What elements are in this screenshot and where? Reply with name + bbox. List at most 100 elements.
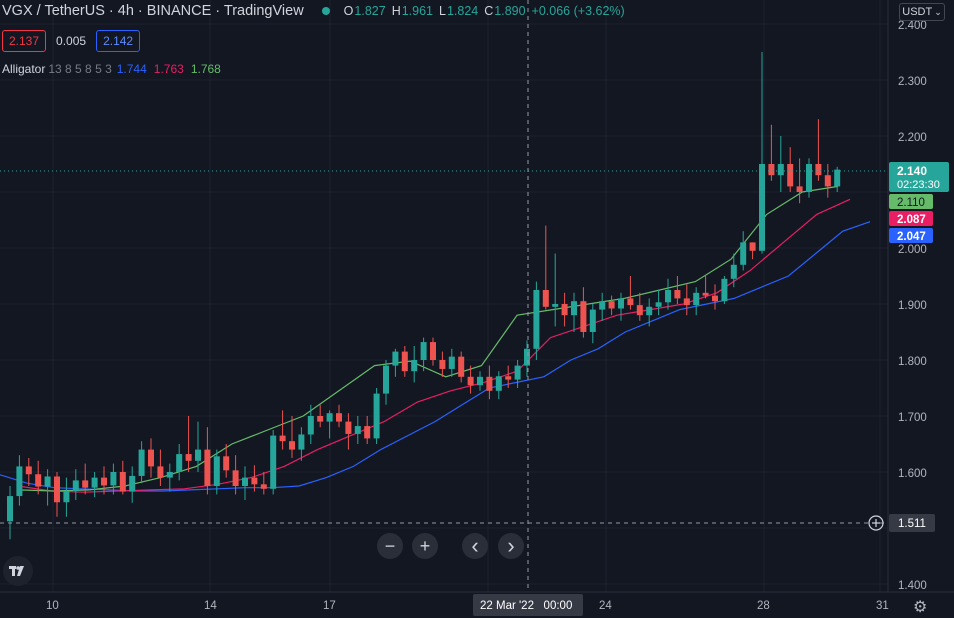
candle xyxy=(373,388,380,444)
candle xyxy=(298,427,305,461)
candle xyxy=(834,166,841,192)
candle-body xyxy=(636,305,643,316)
zoom-out-button[interactable]: − xyxy=(377,533,403,559)
buy-button[interactable]: 2.142 xyxy=(96,30,141,52)
close-key: C xyxy=(484,4,494,18)
candle xyxy=(383,360,389,405)
minus-icon: − xyxy=(384,535,396,556)
currency-dropdown[interactable]: USDT ⌄ xyxy=(899,3,945,21)
candle-body xyxy=(119,472,126,492)
candle-body xyxy=(289,441,295,450)
scroll-left-button[interactable]: ‹ xyxy=(462,533,488,559)
candle-body xyxy=(505,376,512,380)
candle xyxy=(185,416,192,472)
candle xyxy=(730,253,737,288)
indicator-name[interactable]: Alligator xyxy=(2,62,46,76)
candle-body xyxy=(815,164,822,176)
candle xyxy=(307,404,314,444)
candle xyxy=(505,365,512,388)
currency-label: USDT xyxy=(902,6,933,18)
plus-circle-icon xyxy=(868,515,884,531)
candle-body xyxy=(796,186,803,192)
candle-body xyxy=(571,301,577,316)
candle xyxy=(608,295,615,316)
teeth-value: 1.763 xyxy=(153,62,184,76)
gear-icon[interactable]: ⚙ xyxy=(913,599,928,616)
candle xyxy=(439,351,446,377)
price-tick: 2.300 xyxy=(898,76,927,88)
indicator-legend[interactable]: Alligator 13 8 5 8 5 3 1.744 1.763 1.768 xyxy=(2,62,221,76)
price-tick: 2.000 xyxy=(898,244,927,256)
candle xyxy=(740,231,747,271)
candle-body xyxy=(392,351,399,366)
candle-body xyxy=(279,435,286,442)
candle-body xyxy=(72,480,79,492)
candle xyxy=(242,466,248,500)
candle-body xyxy=(16,466,23,497)
zoom-in-button[interactable]: + xyxy=(412,533,438,559)
price-tick: 1.400 xyxy=(898,580,927,592)
last-price-label: 2.140 02:23:30 xyxy=(889,162,949,192)
jaw-value: 1.744 xyxy=(116,62,147,76)
candle-body xyxy=(712,295,718,302)
change-value: +0.066 (+3.62%) xyxy=(531,4,625,18)
candlesticks xyxy=(7,52,841,540)
candle-body xyxy=(683,298,690,306)
candle-body xyxy=(580,301,587,332)
candle-body xyxy=(364,426,371,439)
candle xyxy=(82,463,89,495)
candle-body xyxy=(439,360,446,369)
candle xyxy=(129,466,136,503)
candle xyxy=(721,276,728,304)
candle-body xyxy=(157,466,164,478)
candle-body xyxy=(824,175,831,187)
svg-text:22 Mar '22 00:00: 22 Mar '22 00:00 xyxy=(480,600,572,612)
market-status-icon xyxy=(321,7,330,15)
crosshair-price-label: 1.511 xyxy=(868,514,935,532)
alligator-lines xyxy=(0,185,871,493)
candle xyxy=(157,449,164,486)
candle-body xyxy=(129,475,136,492)
sell-button[interactable]: 2.137 xyxy=(2,30,47,52)
candle xyxy=(824,164,831,198)
candle xyxy=(448,348,455,377)
candle-body xyxy=(326,413,333,422)
candle-body xyxy=(552,304,559,307)
symbol-title[interactable]: VGX / TetherUS · 4h · BINANCE · TradingV… xyxy=(2,3,304,19)
candle-body xyxy=(787,164,794,187)
symbol-legend: VGX / TetherUS · 4h · BINANCE · TradingV… xyxy=(2,3,631,19)
candle-body xyxy=(63,491,70,503)
candle-body xyxy=(674,290,681,299)
candle xyxy=(589,304,596,344)
candle xyxy=(354,416,361,444)
candle-body xyxy=(260,484,267,489)
candle xyxy=(63,477,70,517)
chart-grid xyxy=(0,0,888,592)
candle-body xyxy=(542,290,549,307)
chevron-down-icon: ⌄ xyxy=(934,6,942,17)
candle-body xyxy=(298,434,305,450)
candle xyxy=(420,337,427,372)
candle xyxy=(110,463,117,495)
candle-body xyxy=(533,290,540,349)
candle xyxy=(712,284,718,310)
candle xyxy=(336,404,342,428)
time-tick: 31 xyxy=(876,600,889,612)
price-axis-ticks: 2.400 2.300 2.200 2.000 1.900 1.800 1.70… xyxy=(898,20,927,592)
scroll-right-button[interactable]: › xyxy=(498,533,524,559)
candle xyxy=(618,292,624,321)
candle-body xyxy=(176,454,183,472)
candle xyxy=(693,287,700,316)
candle xyxy=(524,340,530,377)
svg-text:2.047: 2.047 xyxy=(897,231,926,243)
candle-body xyxy=(655,302,662,307)
candle xyxy=(204,427,211,495)
lips-price-label: 2.110 xyxy=(889,194,933,209)
open-value: 1.827 xyxy=(354,4,386,18)
candle-body xyxy=(646,306,653,316)
candle-body xyxy=(91,477,98,488)
candle-body xyxy=(730,264,737,279)
candle xyxy=(796,158,803,204)
tradingview-logo-icon[interactable] xyxy=(3,556,33,586)
